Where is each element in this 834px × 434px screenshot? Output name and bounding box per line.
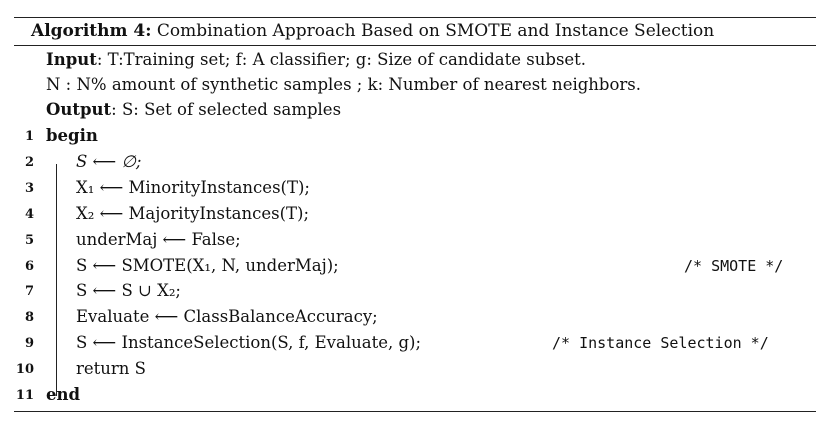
algorithm-caption: Algorithm 4: Combination Approach Based …: [31, 21, 714, 41]
block-indent-rule: [56, 164, 57, 396]
output-text: : S: Set of selected samples: [111, 100, 341, 119]
line-number: 11: [14, 383, 34, 407]
code-comment: /* SMOTE */: [684, 254, 783, 278]
output-line: Output: S: Set of selected samples: [46, 98, 341, 122]
code-line-end: end: [46, 383, 80, 407]
code-line-return: return S: [76, 357, 146, 381]
bottom-rule: [14, 411, 816, 412]
line-number: 1: [14, 124, 34, 148]
code-line: S ⟵ S ∪ X₂;: [76, 279, 181, 303]
line-number: 6: [14, 254, 34, 278]
code-line-begin: begin: [46, 124, 98, 148]
line-number: 8: [14, 305, 34, 329]
output-label: Output: [46, 100, 111, 119]
input-text-2: N : N% amount of synthetic samples ; k: …: [46, 75, 641, 94]
code-line: S ⟵ InstanceSelection(S, f, Evaluate, g)…: [76, 331, 421, 355]
line-number: 5: [14, 228, 34, 252]
code-line: S ⟵ ∅;: [76, 150, 141, 174]
caption-rule: [14, 45, 816, 46]
input-line-2: N : N% amount of synthetic samples ; k: …: [46, 73, 641, 97]
code-line: underMaj ⟵ False;: [76, 228, 241, 252]
input-label: Input: [46, 50, 97, 69]
line-number: 7: [14, 279, 34, 303]
code-line: X₁ ⟵ MinorityInstances(T);: [76, 176, 310, 200]
code-line: S ⟵ SMOTE(X₁, N, underMaj);: [76, 254, 339, 278]
algorithm-label: Algorithm 4:: [31, 21, 152, 41]
line-number: 9: [14, 331, 34, 355]
code-line: X₂ ⟵ MajorityInstances(T);: [76, 202, 309, 226]
line-number: 10: [14, 357, 34, 381]
input-text: : T:Training set; f: A classifier; g: Si…: [97, 50, 586, 69]
code-line: Evaluate ⟵ ClassBalanceAccuracy;: [76, 305, 378, 329]
code-comment: /* Instance Selection */: [552, 331, 769, 355]
algorithm-title: Combination Approach Based on SMOTE and …: [157, 21, 714, 41]
algorithm-block: Algorithm 4: Combination Approach Based …: [14, 17, 816, 412]
top-rule: [14, 17, 816, 18]
line-number: 2: [14, 150, 34, 174]
input-line: Input: T:Training set; f: A classifier; …: [46, 48, 586, 72]
line-number: 4: [14, 202, 34, 226]
line-number: 3: [14, 176, 34, 200]
